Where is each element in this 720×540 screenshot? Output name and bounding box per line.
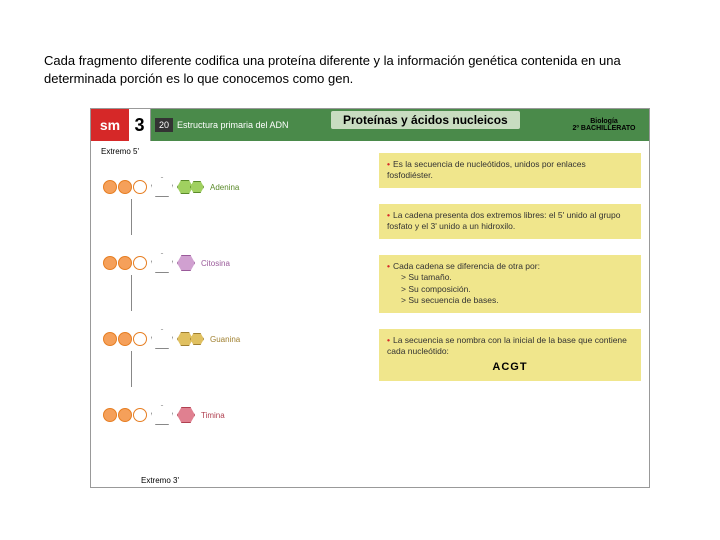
chapter-number: 3: [129, 109, 151, 141]
info-column: •Es la secuencia de nucleótidos, unidos …: [371, 141, 649, 489]
info-box: •Cada cadena se diferencia de otra por:>…: [379, 255, 641, 313]
phosphate-group: [103, 408, 147, 422]
base-icon: [177, 180, 204, 194]
info-box: •Es la secuencia de nucleótidos, unidos …: [379, 153, 641, 188]
base-icon: [177, 407, 195, 423]
deoxyribose-icon: [151, 405, 173, 425]
slide-title: Proteínas y ácidos nucleicos: [331, 111, 520, 129]
base-label: Timina: [201, 411, 225, 420]
slide-header: sm 3 20 Estructura primaria del ADN Prot…: [91, 109, 649, 141]
publisher-logo: sm: [91, 109, 129, 141]
info-box: •La secuencia se nombra con la inicial d…: [379, 329, 641, 381]
nucleotide-row: Timina: [103, 405, 225, 425]
deoxyribose-icon: [151, 253, 173, 273]
base-icon: [177, 255, 195, 271]
info-line: •Cada cadena se diferencia de otra por:: [387, 261, 633, 272]
subject-label: Biología: [590, 118, 618, 125]
level-label: 2º BACHILLERATO: [573, 125, 636, 132]
dna-diagram: Extremo 5' Extremo 3' Adenina Citosina Gua…: [91, 141, 371, 489]
intro-text: Cada fragmento diferente codifica una pr…: [44, 52, 664, 87]
info-sub-line: > Su tamaño.: [401, 272, 633, 283]
info-line: •Es la secuencia de nucleótidos, unidos …: [387, 159, 633, 182]
header-right: Biología 2º BACHILLERATO: [559, 109, 649, 141]
info-line: •La secuencia se nombra con la inicial d…: [387, 335, 633, 358]
nucleotide-row: Citosina: [103, 253, 230, 273]
nucleotide-row: Guanina: [103, 329, 240, 349]
deoxyribose-icon: [151, 177, 173, 197]
section-text: Estructura primaria del ADN: [177, 120, 289, 130]
backbone-connector: [131, 275, 132, 311]
slide-panel: sm 3 20 Estructura primaria del ADN Prot…: [90, 108, 650, 488]
slide-content: Extremo 5' Extremo 3' Adenina Citosina Gua…: [91, 141, 649, 489]
base-label: Guanina: [210, 335, 240, 344]
backbone-connector: [131, 351, 132, 387]
base-icon: [177, 332, 204, 346]
phosphate-group: [103, 256, 147, 270]
acgt-sequence: ACGT: [387, 360, 633, 375]
backbone-connector: [131, 199, 132, 235]
extreme-5-label: Extremo 5': [101, 147, 139, 156]
phosphate-group: [103, 332, 147, 346]
base-label: Citosina: [201, 259, 230, 268]
extreme-3-label: Extremo 3': [141, 476, 179, 485]
info-line: •La cadena presenta dos extremos libres:…: [387, 210, 633, 233]
deoxyribose-icon: [151, 329, 173, 349]
info-sub-line: > Su secuencia de bases.: [401, 295, 633, 306]
info-sub-line: > Su composición.: [401, 284, 633, 295]
section-number: 20: [155, 118, 173, 132]
header-main: 20 Estructura primaria del ADN Proteínas…: [151, 109, 559, 141]
nucleotide-row: Adenina: [103, 177, 239, 197]
phosphate-group: [103, 180, 147, 194]
base-label: Adenina: [210, 183, 239, 192]
info-box: •La cadena presenta dos extremos libres:…: [379, 204, 641, 239]
